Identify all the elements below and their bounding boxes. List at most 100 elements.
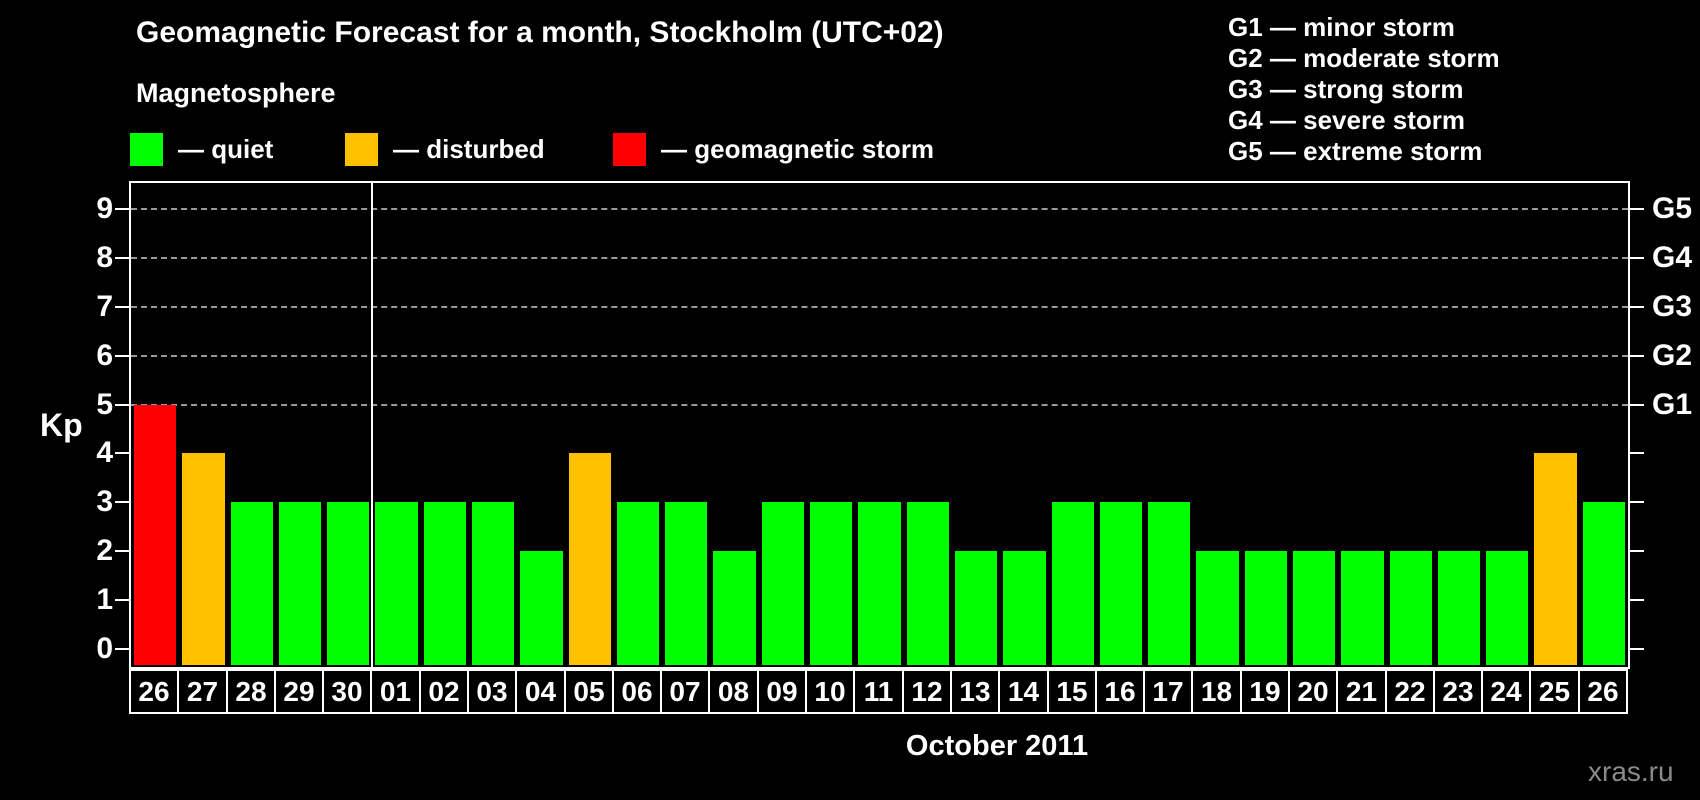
right-tick-2 [1630, 550, 1644, 553]
bar-day-29-kp3 [279, 502, 321, 665]
day-label-24-28: 24 [1481, 669, 1531, 714]
bar-day-07-kp3 [665, 502, 707, 665]
g-axis-label-g4: G4 [1652, 240, 1693, 274]
g-axis-label-g5: G5 [1652, 191, 1693, 225]
bar-day-13-kp2 [955, 551, 997, 665]
watermark: xras.ru [1588, 756, 1674, 787]
legend-item-storm: — geomagnetic storm [613, 133, 934, 166]
bar-day-14-kp2 [1003, 551, 1046, 665]
legend-label-disturbed: — disturbed [393, 134, 545, 164]
g-legend-line-g5: G5 — extreme storm [1228, 136, 1483, 166]
y-tick-label-3: 3 [96, 485, 113, 519]
day-label-28-2: 28 [226, 669, 276, 714]
bar-day-06-kp3 [617, 502, 659, 665]
left-tick-0 [115, 648, 129, 650]
day-label-07-11: 07 [660, 669, 710, 714]
left-tick-5 [115, 403, 129, 406]
gridline-kp8 [131, 256, 1628, 259]
day-label-09-13: 09 [757, 669, 807, 714]
bar-day-20-kp2 [1293, 551, 1335, 665]
day-label-23-27: 23 [1433, 669, 1483, 714]
day-label-04-8: 04 [515, 669, 566, 714]
page-title: Geomagnetic Forecast for a month, Stockh… [136, 16, 944, 49]
y-tick-label-9: 9 [96, 191, 113, 225]
day-label-27-1: 27 [177, 669, 228, 714]
gridline-kp7 [131, 305, 1628, 308]
day-label-10-14: 10 [805, 669, 855, 714]
day-label-02-6: 02 [419, 669, 469, 714]
left-tick-1 [115, 599, 129, 602]
bar-day-19-kp2 [1245, 551, 1287, 665]
gridline-kp9 [131, 207, 1628, 210]
legend-item-disturbed: — disturbed [345, 133, 545, 166]
day-label-01-5: 01 [370, 669, 421, 714]
y-tick-label-5: 5 [96, 387, 113, 421]
day-label-29-3: 29 [274, 669, 324, 714]
bar-day-15-kp3 [1052, 502, 1094, 665]
bar-day-09-kp3 [762, 502, 804, 665]
gridline-kp6 [131, 354, 1628, 357]
y-tick-label-2: 2 [96, 534, 113, 568]
g-legend-line-g4: G4 — severe storm [1228, 105, 1466, 135]
bar-day-26-kp3 [1583, 502, 1625, 665]
bar-day-16-kp3 [1100, 502, 1142, 665]
left-tick-6 [115, 354, 129, 357]
g-axis-label-g2: G2 [1652, 338, 1693, 372]
g-legend-line-g1: G1 — minor storm [1228, 12, 1455, 42]
bar-day-17-kp3 [1148, 502, 1190, 665]
legend-label-storm: — geomagnetic storm [661, 134, 935, 164]
storm-swatch-icon [613, 133, 646, 166]
left-tick-7 [115, 305, 129, 308]
right-tick-9 [1630, 207, 1644, 210]
day-label-26-0: 26 [129, 669, 179, 714]
day-label-08-12: 08 [708, 669, 759, 714]
bar-day-11-kp3 [858, 502, 901, 665]
y-tick-label-6: 6 [96, 338, 113, 372]
gridline-kp5 [131, 403, 1628, 406]
magnetosphere-subtitle: Magnetosphere [136, 78, 336, 108]
y-tick-label-4: 4 [96, 436, 113, 470]
day-label-15-19: 15 [1047, 669, 1097, 714]
g-axis-label-g3: G3 [1652, 289, 1693, 323]
bar-day-28-kp3 [231, 502, 273, 665]
bar-day-24-kp2 [1486, 551, 1528, 665]
bar-day-04-kp2 [520, 551, 563, 665]
legend-label-quiet: — quiet [178, 134, 274, 164]
right-tick-1 [1630, 599, 1644, 602]
day-label-26-30: 26 [1578, 669, 1628, 714]
right-tick-7 [1630, 305, 1644, 308]
day-label-14-18: 14 [998, 669, 1049, 714]
bar-day-22-kp2 [1390, 551, 1432, 665]
g-scale-legend: G1 — minor storm G2 — moderate storm G3 … [1228, 12, 1500, 167]
left-tick-4 [115, 452, 129, 455]
bar-day-23-kp2 [1438, 551, 1480, 665]
left-tick-3 [115, 501, 129, 504]
y-tick-label-1: 1 [96, 583, 113, 617]
bar-day-30-kp3 [327, 502, 369, 665]
right-tick-0 [1630, 648, 1644, 650]
bar-day-26-kp5 [134, 404, 176, 665]
bar-day-02-kp3 [424, 502, 466, 665]
y-tick-label-0: 0 [96, 632, 113, 665]
left-tick-9 [115, 207, 129, 210]
quiet-swatch-icon [130, 133, 163, 166]
day-label-06-10: 06 [612, 669, 662, 714]
day-label-19-23: 19 [1240, 669, 1290, 714]
day-label-22-26: 22 [1385, 669, 1435, 714]
right-tick-4 [1630, 452, 1644, 455]
g-axis-label-g1: G1 [1652, 387, 1693, 421]
g-legend-line-g2: G2 — moderate storm [1228, 43, 1500, 73]
right-tick-8 [1630, 256, 1644, 259]
day-label-17-21: 17 [1143, 669, 1193, 714]
y-axis-label: Kp [40, 407, 83, 443]
left-tick-8 [115, 256, 129, 259]
day-label-25-29: 25 [1529, 669, 1580, 714]
day-label-12-16: 12 [902, 669, 952, 714]
y-tick-label-8: 8 [96, 240, 113, 274]
bar-day-10-kp3 [810, 502, 852, 665]
day-label-20-24: 20 [1288, 669, 1338, 714]
day-label-13-17: 13 [950, 669, 1000, 714]
day-label-16-20: 16 [1095, 669, 1145, 714]
bar-day-12-kp3 [907, 502, 949, 665]
